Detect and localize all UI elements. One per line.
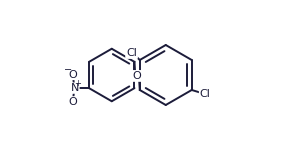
Text: +: + [75, 80, 81, 88]
Text: −: − [64, 65, 72, 75]
Text: O: O [68, 70, 77, 80]
Text: N: N [70, 83, 79, 93]
Text: Cl: Cl [126, 48, 137, 58]
Text: O: O [133, 71, 142, 81]
Text: Cl: Cl [200, 89, 211, 99]
Text: O: O [68, 97, 77, 107]
